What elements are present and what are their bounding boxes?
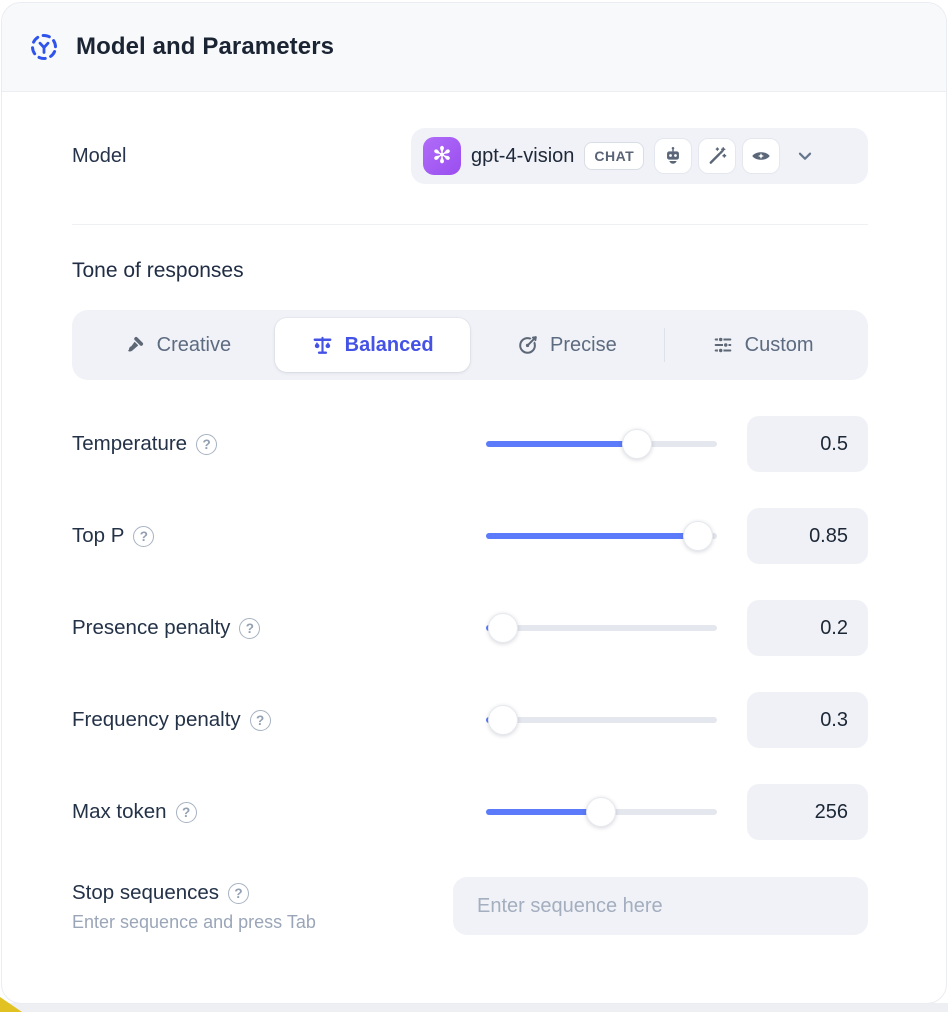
max-token-label: Max token	[72, 800, 167, 823]
stop-sequences-row: Stop sequences ? Enter sequence and pres…	[72, 877, 868, 935]
top-p-value[interactable]: 0.85	[746, 508, 868, 564]
panel-header: Model and Parameters	[2, 3, 946, 92]
top-p-slider[interactable]	[485, 520, 717, 552]
slider-track[interactable]	[485, 717, 717, 723]
vision-eye-icon	[742, 138, 781, 174]
chevron-down-icon	[794, 145, 816, 167]
slider-thumb[interactable]	[586, 797, 617, 827]
presence-penalty-value[interactable]: 0.2	[746, 600, 868, 656]
model-row: Model ✻ gpt-4-vision CHAT	[72, 128, 868, 184]
slider-track[interactable]	[485, 625, 717, 631]
max-token-value[interactable]: 256	[746, 784, 868, 840]
slider-thumb[interactable]	[622, 429, 653, 459]
help-icon[interactable]: ?	[175, 801, 197, 823]
tone-option-label: Precise	[550, 333, 617, 356]
stop-sequence-input[interactable]	[453, 877, 868, 935]
openai-logo-icon: ✻	[423, 137, 461, 175]
temperature-value[interactable]: 0.5	[746, 416, 868, 472]
temperature-row: Temperature ? 0.5	[72, 416, 868, 472]
temperature-label: Temperature	[72, 432, 188, 455]
presence-penalty-slider[interactable]	[485, 612, 717, 644]
tone-option-precise[interactable]: Precise	[470, 318, 665, 372]
frequency-penalty-slider[interactable]	[485, 704, 717, 736]
magic-wand-icon	[698, 138, 737, 174]
top-p-row: Top P ? 0.85	[72, 508, 868, 564]
balance-scale-icon	[313, 336, 332, 354]
help-icon[interactable]: ?	[228, 882, 250, 904]
stop-sequences-label: Stop sequences	[72, 881, 220, 904]
presence-penalty-row: Presence penalty ? 0.2	[72, 600, 868, 656]
slider-thumb[interactable]	[487, 705, 518, 735]
tone-option-custom[interactable]: Custom	[665, 318, 860, 372]
max-token-slider[interactable]	[485, 796, 717, 828]
tone-option-label: Custom	[744, 333, 814, 356]
chat-type-badge: CHAT	[584, 142, 645, 170]
help-icon[interactable]: ?	[249, 709, 271, 731]
top-p-label: Top P	[72, 524, 125, 547]
page-background-strip	[0, 1003, 948, 1012]
panel-title: Model and Parameters	[76, 33, 335, 60]
slider-thumb[interactable]	[682, 521, 713, 551]
segment-divider	[664, 328, 666, 362]
section-divider	[72, 224, 868, 225]
slider-fill	[485, 533, 698, 539]
model-name: gpt-4-vision	[471, 144, 575, 167]
tone-section-title: Tone of responses	[72, 259, 244, 282]
target-icon	[519, 335, 538, 354]
stop-sequences-hint: Enter sequence and press Tab	[72, 912, 316, 932]
temperature-slider[interactable]	[485, 428, 717, 460]
help-icon[interactable]: ?	[196, 433, 218, 455]
max-token-row: Max token ? 256	[72, 784, 868, 840]
slider-thumb[interactable]	[487, 613, 518, 643]
tone-option-label: Creative	[156, 333, 232, 356]
help-icon[interactable]: ?	[133, 525, 155, 547]
frequency-penalty-value[interactable]: 0.3	[746, 692, 868, 748]
paintbrush-icon	[127, 336, 143, 352]
frequency-penalty-row: Frequency penalty ? 0.3	[72, 692, 868, 748]
slider-fill	[485, 441, 638, 447]
tone-segmented-control: Creative Balanced	[72, 310, 868, 380]
robot-icon	[654, 138, 693, 174]
tone-option-label: Balanced	[344, 333, 434, 356]
model-select-dropdown[interactable]: ✻ gpt-4-vision CHAT	[411, 128, 868, 184]
tone-option-balanced[interactable]: Balanced	[274, 318, 470, 372]
model-label: Model	[72, 144, 127, 167]
frequency-penalty-label: Frequency penalty	[72, 708, 241, 731]
help-icon[interactable]: ?	[239, 617, 261, 639]
tone-option-creative[interactable]: Creative	[80, 318, 275, 372]
presence-penalty-label: Presence penalty	[72, 616, 231, 639]
slider-fill	[485, 809, 602, 815]
model-hub-icon	[28, 31, 60, 63]
sliders-icon	[714, 336, 732, 354]
